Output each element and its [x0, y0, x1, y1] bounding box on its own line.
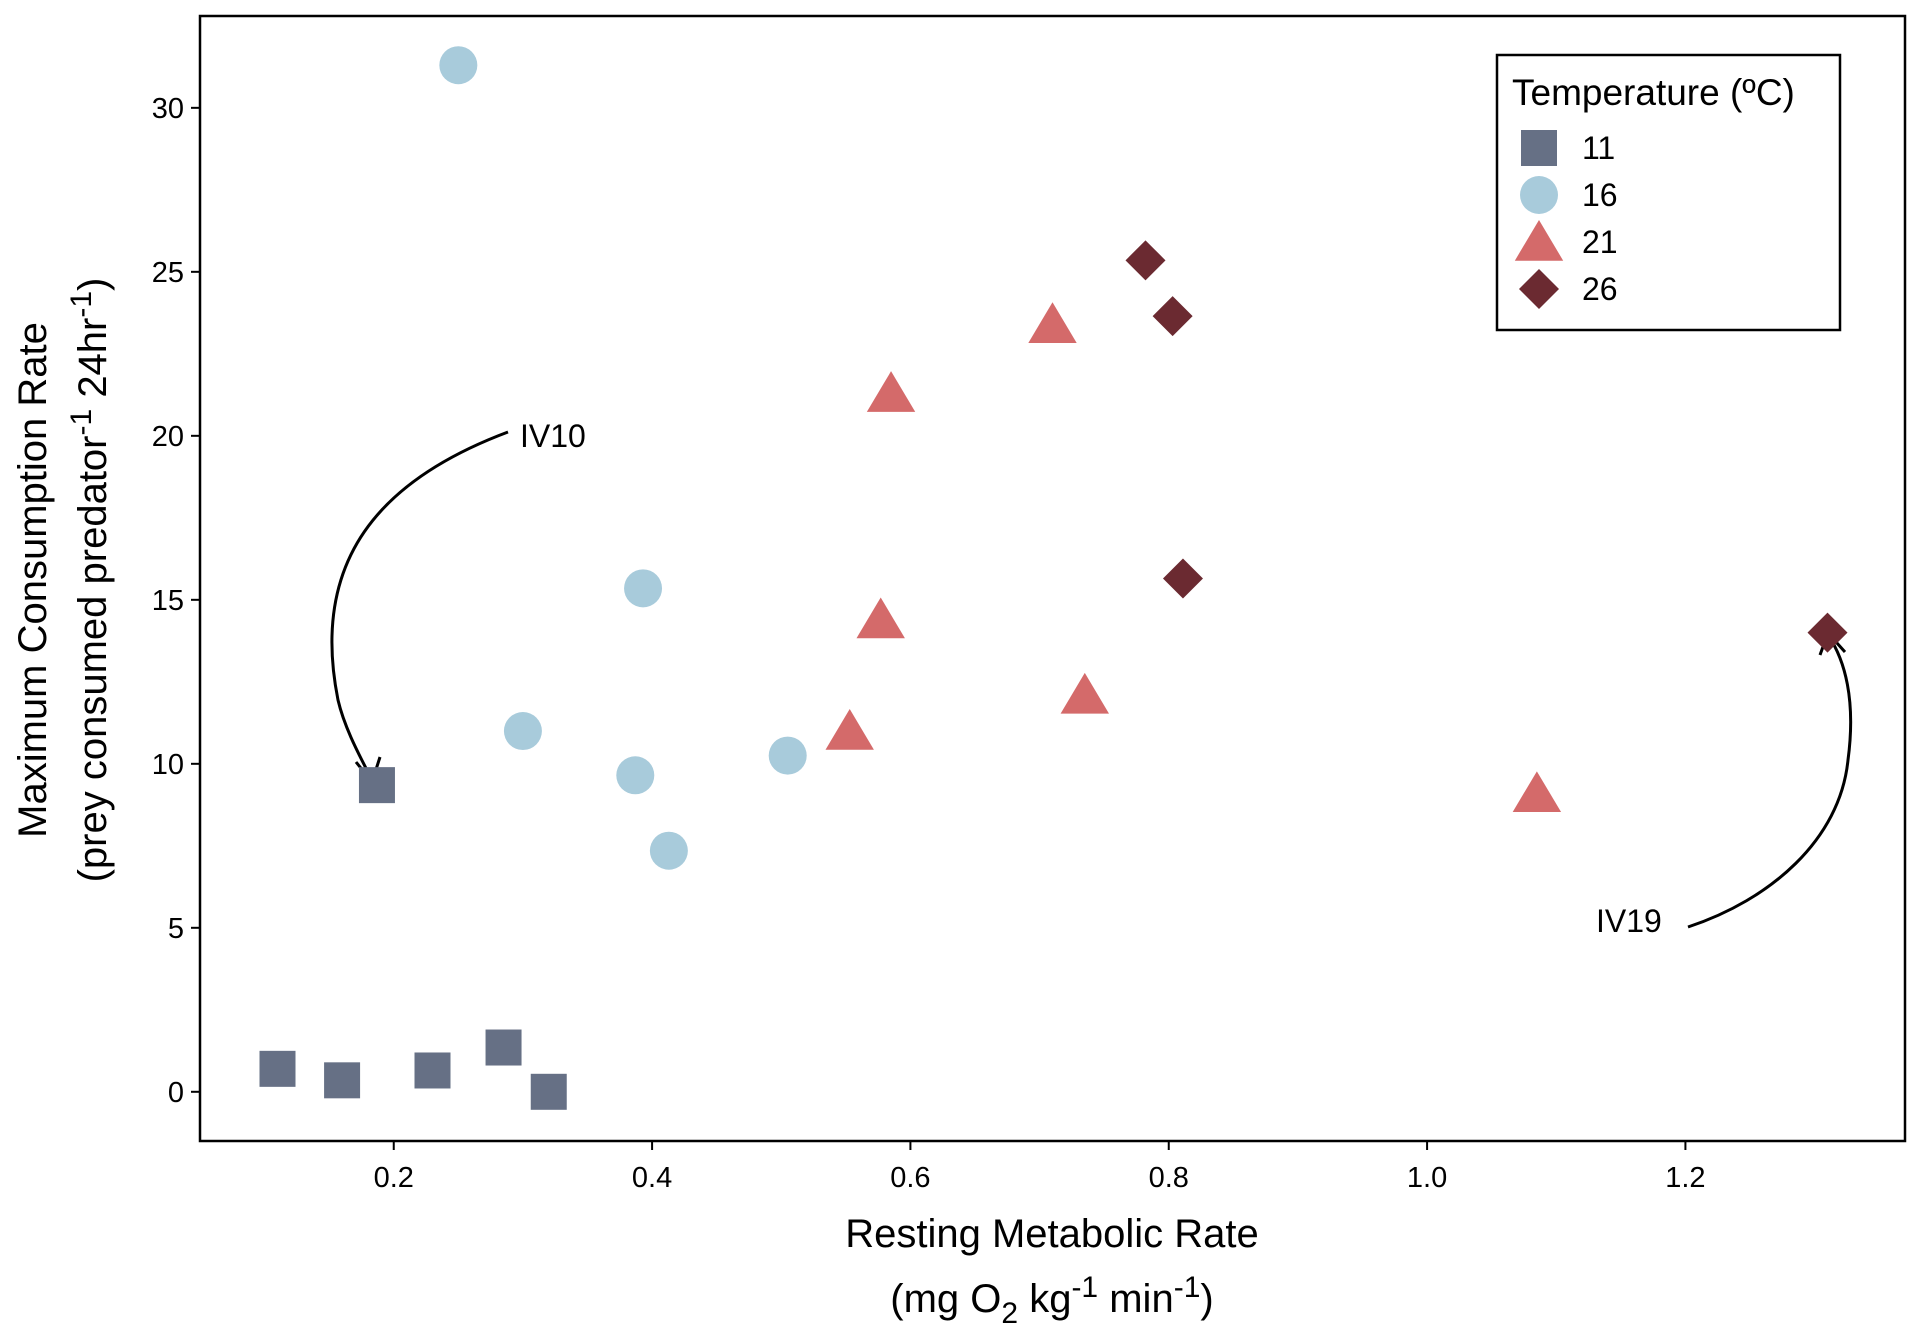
legend-label-21: 21: [1582, 224, 1618, 260]
y-tick-label: 30: [152, 93, 184, 125]
annotation-iv19: IV19: [1596, 630, 1853, 939]
data-point-16: [768, 736, 807, 775]
data-point-26: [1807, 612, 1848, 653]
data-point-11: [414, 1052, 451, 1089]
plot-frame: [198, 14, 1907, 1143]
annotation-arrow-iv10: [330, 430, 509, 781]
data-point-11: [259, 1050, 296, 1087]
legend-label-26: 26: [1582, 271, 1618, 307]
x-tick-label: 0.2: [374, 1162, 414, 1194]
data-point-16: [616, 756, 655, 795]
x-axis-title: Resting Metabolic Rate: [845, 1212, 1259, 1256]
x-tick-label: 1.0: [1407, 1162, 1447, 1194]
y-tick-label: 0: [168, 1077, 184, 1109]
legend-label-16: 16: [1582, 177, 1618, 213]
data-point-21: [866, 371, 916, 412]
data-point-11: [485, 1029, 522, 1066]
data-point-11: [324, 1062, 361, 1099]
annotation-label-iv19: IV19: [1596, 903, 1662, 939]
data-point-21: [1028, 302, 1077, 344]
data-points: [259, 46, 1848, 1110]
data-point-21: [856, 597, 905, 639]
y-axis-title-units: (prey consumed predator-1 24hr-1): [65, 278, 115, 883]
y-tick-label: 5: [168, 913, 184, 945]
x-tick-label: 0.8: [1149, 1162, 1189, 1194]
annotation-label-iv10: IV10: [520, 418, 586, 454]
annotation-iv10: IV10: [330, 418, 586, 786]
data-point-16: [624, 569, 663, 608]
data-point-16: [649, 831, 688, 870]
x-axis-title-units: (mg O2 kg-1 min-1): [890, 1271, 1213, 1330]
y-axis-title: Maximum Consumption Rate: [11, 322, 55, 838]
data-point-26: [1125, 240, 1166, 281]
data-point-11: [530, 1073, 567, 1110]
legend: Temperature (ºC) 11 16 21 26: [1495, 53, 1842, 332]
data-point-11: [358, 767, 395, 804]
legend-label-11: 11: [1582, 130, 1615, 166]
y-tick-label: 10: [152, 749, 184, 781]
y-axis-ticks: 0 5 10 15 20 25 30: [152, 93, 200, 1109]
legend-marker-11: [1521, 130, 1557, 166]
legend-title: Temperature (ºC): [1512, 72, 1795, 113]
legend-marker-21: [1514, 220, 1564, 261]
y-tick-label: 20: [152, 421, 184, 453]
x-tick-label: 0.4: [632, 1162, 672, 1194]
data-point-16: [503, 712, 542, 751]
data-point-21: [1060, 672, 1109, 714]
legend-items: 11 16 21 26: [1514, 130, 1618, 309]
legend-marker-26: [1519, 269, 1559, 309]
data-point-16: [439, 46, 478, 85]
legend-marker-16: [1520, 176, 1558, 214]
data-point-21: [1512, 771, 1562, 813]
data-point-26: [1152, 296, 1193, 337]
x-axis-ticks: 0.2 0.4 0.6 0.8 1.0 1.2: [374, 1141, 1706, 1194]
y-tick-label: 25: [152, 257, 184, 289]
annotation-arrow-iv19: [1687, 634, 1853, 929]
data-point-26: [1162, 558, 1203, 599]
y-tick-label: 15: [152, 585, 184, 617]
x-tick-label: 1.2: [1665, 1162, 1705, 1194]
x-tick-label: 0.6: [890, 1162, 930, 1194]
data-point-21: [825, 709, 874, 750]
